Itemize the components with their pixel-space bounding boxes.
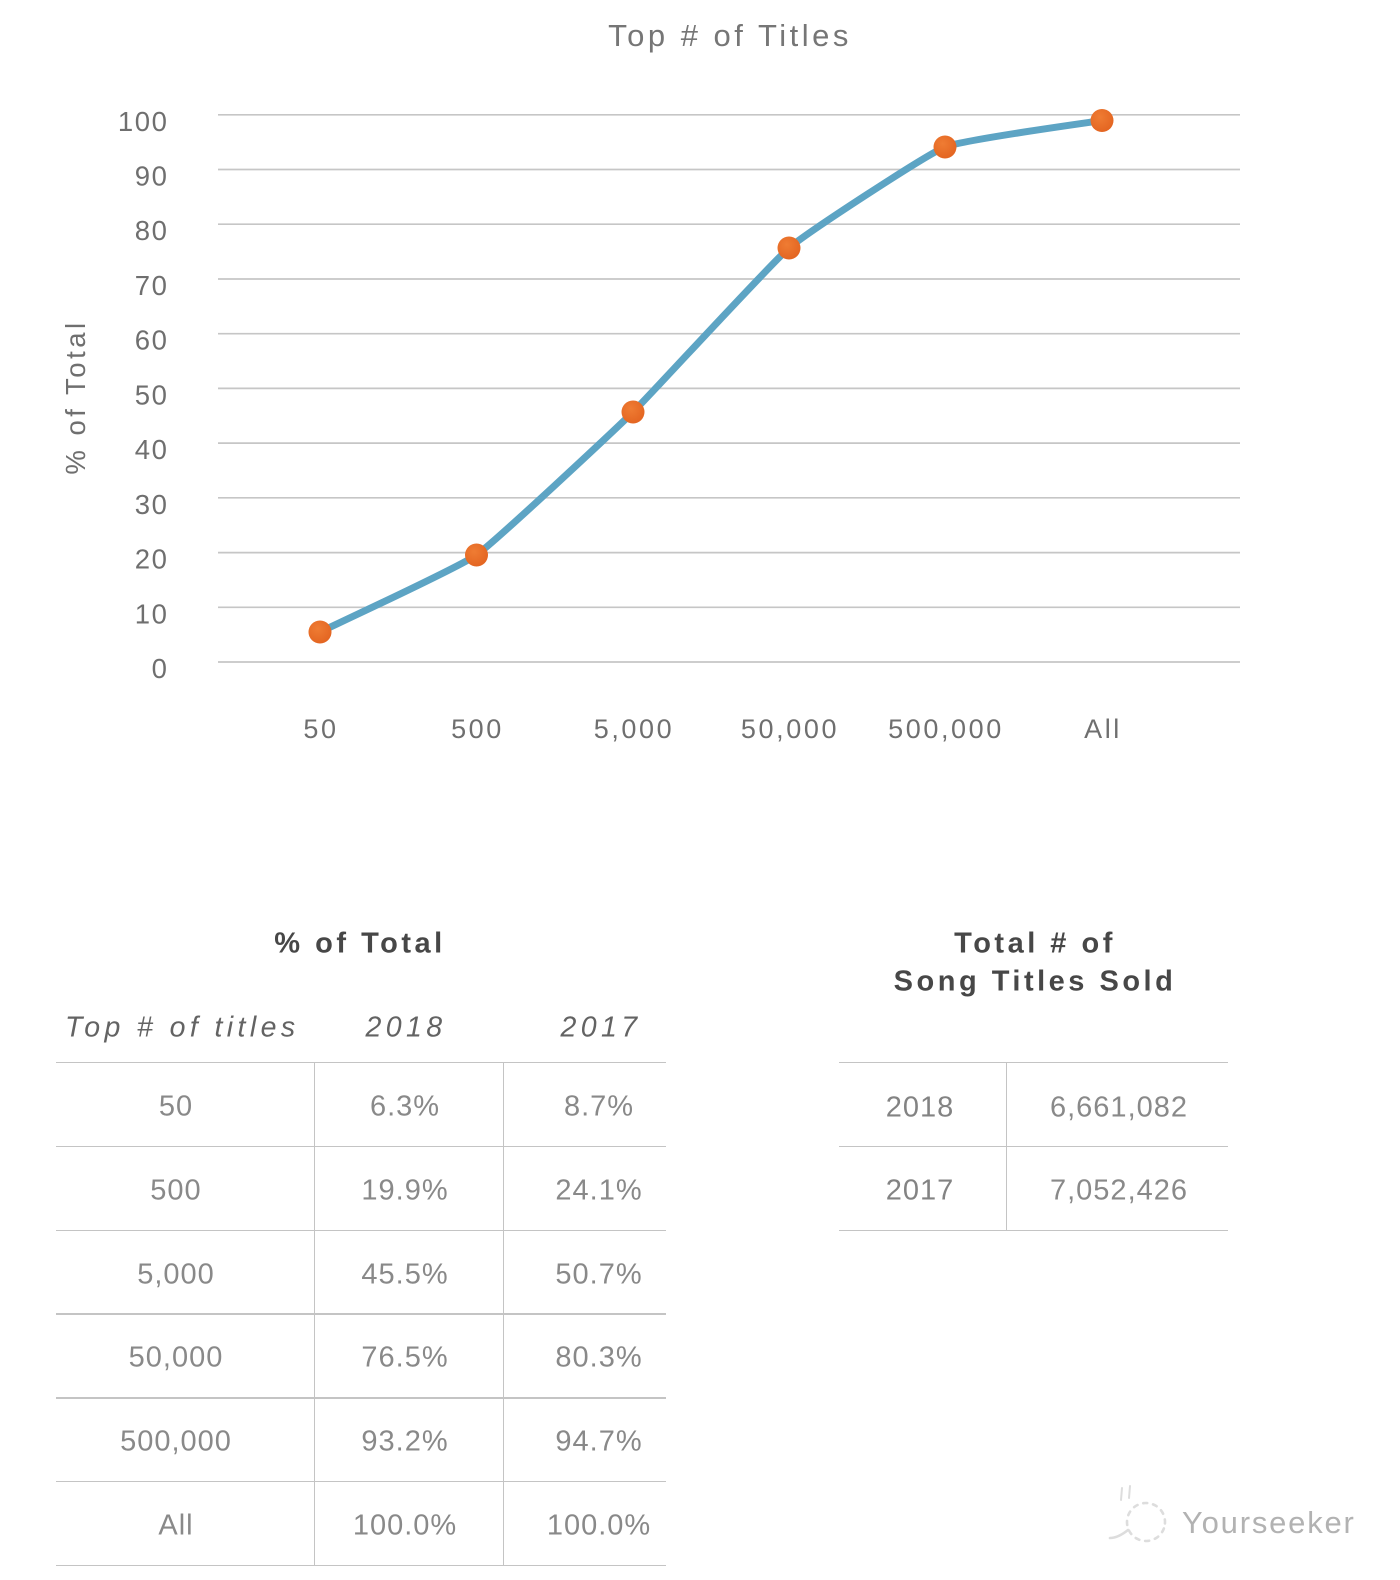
- svg-text:Top # of Titles: Top # of Titles: [608, 18, 852, 53]
- svg-text:100: 100: [118, 106, 169, 137]
- svg-text:500,000: 500,000: [888, 714, 1004, 744]
- svg-text:10: 10: [135, 598, 169, 629]
- svg-text:80: 80: [135, 215, 169, 246]
- svg-text:% of Total: % of Total: [60, 319, 91, 474]
- svg-text:50: 50: [303, 714, 338, 744]
- svg-text:50: 50: [135, 379, 169, 410]
- svg-text:500: 500: [451, 714, 504, 744]
- svg-text:90: 90: [135, 161, 169, 192]
- svg-text:5,000: 5,000: [594, 714, 675, 744]
- svg-text:20: 20: [135, 544, 169, 575]
- svg-text:30: 30: [135, 489, 169, 520]
- svg-text:0: 0: [152, 653, 169, 684]
- svg-text:50,000: 50,000: [741, 714, 839, 744]
- svg-text:40: 40: [135, 434, 169, 465]
- svg-text:60: 60: [135, 325, 169, 356]
- svg-text:70: 70: [135, 270, 169, 301]
- svg-text:All: All: [1084, 714, 1122, 744]
